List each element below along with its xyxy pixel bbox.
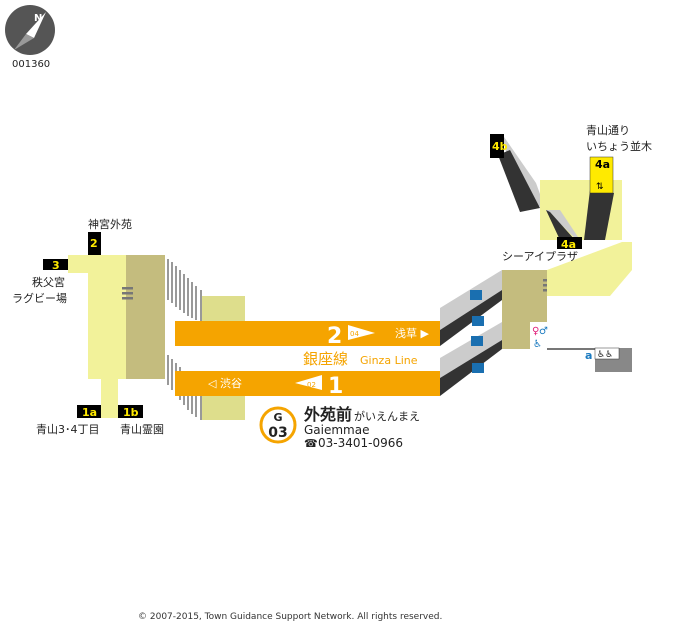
svg-text:04: 04	[350, 330, 359, 338]
track-2-number: 2	[327, 324, 342, 349]
svg-text:青山通り: 青山通り	[586, 124, 630, 137]
exit-4a	[557, 237, 582, 249]
compass-north-icon: N	[5, 5, 55, 55]
exit-4b	[490, 134, 504, 158]
elevator-icon: ⇅	[596, 182, 604, 192]
escalator-icon	[470, 290, 484, 373]
exit-1b	[118, 405, 143, 418]
svg-text:a: a	[585, 349, 592, 362]
svg-text:シーアイプラザ: シーアイプラザ	[502, 250, 578, 263]
svg-text:いちょう並木: いちょう並木	[586, 139, 652, 153]
svg-text:4b: 4b	[492, 140, 508, 153]
exit-3	[43, 259, 68, 270]
svg-text:G: G	[273, 411, 282, 424]
svg-text:4a: 4a	[561, 238, 576, 251]
direction-asakusa: 浅草 ▶	[395, 327, 429, 340]
accessible-icons: ♿♿	[594, 347, 620, 360]
direction-shibuya: ◁ 渋谷	[208, 377, 242, 390]
svg-text:神宮外苑: 神宮外苑	[88, 217, 132, 231]
svg-text:03: 03	[268, 425, 287, 441]
svg-text:2: 2	[90, 237, 98, 250]
track-1-number: 1	[328, 374, 343, 399]
map-id: 001360	[12, 59, 50, 70]
station-name-ja: 外苑前	[303, 405, 352, 424]
exit-4a-elevator	[589, 156, 614, 194]
stairs-block-left	[126, 255, 165, 379]
station-phone: 03-3401-0966	[318, 436, 403, 450]
phone-icon: ☎	[304, 437, 318, 450]
exit-1a	[77, 405, 101, 418]
concourse-right	[547, 242, 632, 296]
svg-text:N: N	[34, 13, 42, 24]
station-name-en: Gaiemmae	[304, 423, 369, 437]
copyright: © 2007-2015, Town Guidance Support Netwo…	[138, 612, 442, 622]
platform-track-2	[175, 321, 440, 346]
svg-text:4a: 4a	[595, 158, 610, 171]
svg-text:02: 02	[307, 381, 316, 389]
svg-text:1a: 1a	[82, 406, 97, 419]
direction-arrow-left-icon	[295, 375, 322, 390]
line-name-ja: 銀座線	[303, 350, 348, 368]
station-number-badge: G 03	[259, 406, 297, 444]
svg-text:3: 3	[52, 259, 60, 272]
station-name-kana: がいえんまえ	[354, 409, 420, 423]
line-name-en: Ginza Line	[360, 354, 418, 367]
svg-text:♿: ♿	[533, 339, 542, 350]
toilet-icon: ♀ ♂ ♿	[530, 322, 548, 350]
svg-text:♀: ♀	[532, 326, 539, 337]
svg-text:1b: 1b	[123, 406, 139, 419]
svg-text:♂: ♂	[539, 326, 548, 337]
svg-text:ラグビー場: ラグビー場	[12, 291, 67, 305]
svg-text:青山霊園: 青山霊園	[120, 423, 164, 436]
svg-text:秩父宮: 秩父宮	[32, 275, 65, 289]
stairs-right-lower	[440, 322, 502, 378]
exit-2	[88, 232, 101, 255]
direction-arrow-right-icon	[348, 325, 375, 340]
svg-text:青山3･4丁目: 青山3･4丁目	[36, 423, 100, 436]
svg-text:♿♿: ♿♿	[597, 350, 613, 360]
